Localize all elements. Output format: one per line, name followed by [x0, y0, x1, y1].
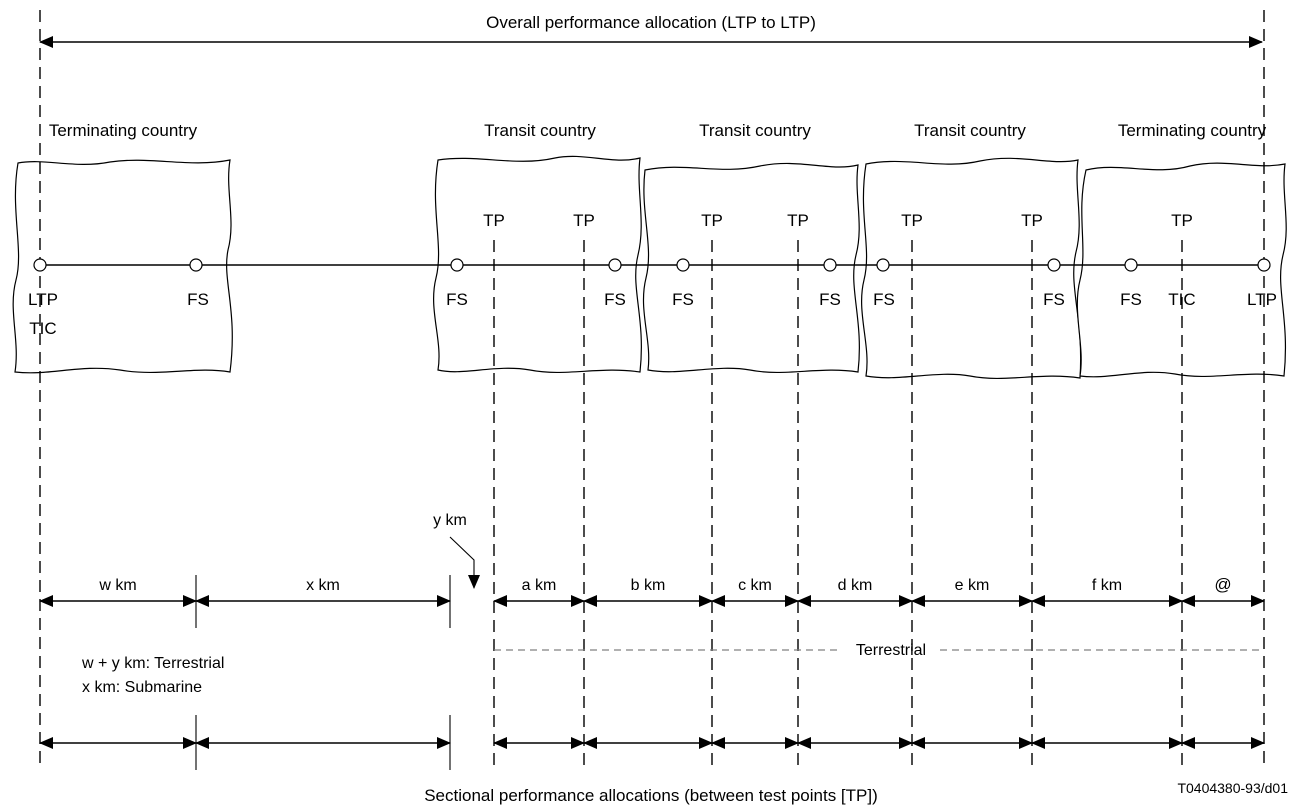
tp-label-5: TP	[901, 211, 923, 230]
fs-node-1	[189, 258, 203, 272]
tic-label-right: TIC	[1168, 290, 1195, 309]
distance-label-b: b km	[631, 577, 666, 594]
fs-node-4	[676, 258, 690, 272]
overall-allocation-label: Overall performance allocation (LTP to L…	[486, 13, 816, 32]
fs-node-2	[450, 258, 464, 272]
country-label-transit-3: Transit country	[914, 121, 1026, 140]
fs-node-5	[823, 258, 837, 272]
country-label-transit-2: Transit country	[699, 121, 811, 140]
distance-label-y: y km	[433, 512, 467, 529]
fs-label-3: FS	[604, 290, 626, 309]
fs-node-6	[876, 258, 890, 272]
tp-label-3: TP	[701, 211, 723, 230]
distance-label-w: w km	[98, 577, 136, 594]
ltp-label-left: LTP	[28, 290, 58, 309]
note-terrestrial: w + y km: Terrestrial	[81, 655, 224, 672]
fs-label-6: FS	[873, 290, 895, 309]
note-submarine: x km: Submarine	[82, 679, 202, 696]
distance-label-c: c km	[738, 577, 772, 594]
fs-label-4: FS	[672, 290, 694, 309]
fs-label-5: FS	[819, 290, 841, 309]
country-region-transit-2	[642, 162, 860, 374]
fs-node-8	[1124, 258, 1138, 272]
terrestrial-label: Terrestrial	[856, 642, 926, 659]
country-label-transit-1: Transit country	[484, 121, 596, 140]
figure-id: T0404380-93/d01	[1177, 780, 1288, 796]
distance-label-e: e km	[955, 577, 990, 594]
fs-node-7	[1047, 258, 1061, 272]
tp-label-7: TP	[1171, 211, 1193, 230]
country-region-terminating-left	[12, 159, 233, 374]
country-label-terminating-left: Terminating country	[49, 121, 198, 140]
tp-label-1: TP	[483, 211, 505, 230]
fs-label-1: FS	[187, 290, 209, 309]
fs-label-2: FS	[446, 290, 468, 309]
ltp-label-right: LTP	[1247, 290, 1277, 309]
distance-label-x: x km	[306, 577, 340, 594]
section-ticks	[195, 575, 451, 770]
fs-node-3	[608, 258, 622, 272]
tp-label-4: TP	[787, 211, 809, 230]
distance-label-d: d km	[838, 577, 873, 594]
distance-label-a: a km	[522, 577, 557, 594]
fs-label-7: FS	[1043, 290, 1065, 309]
ltp-node-left	[33, 258, 47, 272]
distance-label-at: @	[1214, 575, 1231, 594]
ltp-node-right	[1257, 258, 1271, 272]
country-region-transit-3	[861, 157, 1082, 380]
sectional-allocation-label: Sectional performance allocations (betwe…	[424, 786, 878, 805]
y-km-pointer-arrow	[449, 536, 480, 589]
distance-label-f: f km	[1092, 577, 1122, 594]
tp-label-2: TP	[573, 211, 595, 230]
tp-label-6: TP	[1021, 211, 1043, 230]
country-label-terminating-right: Terminating country	[1118, 121, 1267, 140]
fs-label-8: FS	[1120, 290, 1142, 309]
tic-label-left: TIC	[29, 319, 56, 338]
